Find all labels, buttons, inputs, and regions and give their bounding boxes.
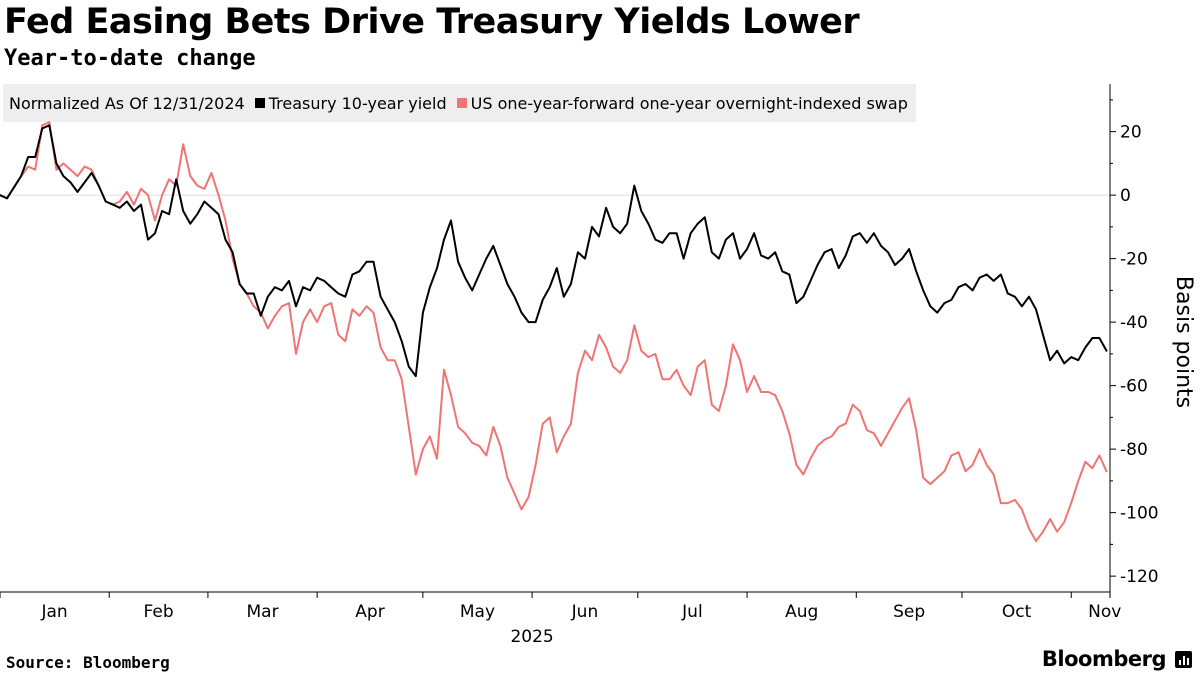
legend-swatch-ois-swap	[456, 98, 467, 108]
chart-subtitle: Year-to-date change	[4, 46, 256, 71]
x-year-label: 2025	[510, 627, 553, 647]
y-axis-title: Basis points	[1171, 276, 1196, 408]
chart-title: Fed Easing Bets Drive Treasury Yields Lo…	[4, 2, 860, 42]
x-tick-label: Feb	[144, 602, 174, 622]
x-tick-label: Apr	[355, 602, 384, 622]
x-tick-label: Mar	[246, 602, 278, 622]
x-tick-label: Aug	[785, 602, 818, 622]
y-tick-label: -120	[1120, 567, 1159, 587]
source-note: Source: Bloomberg	[6, 653, 170, 672]
bloomberg-chart-icon	[1175, 651, 1192, 668]
brand-logo: Bloomberg	[1041, 647, 1167, 671]
x-tick-label: Jan	[41, 602, 68, 622]
x-tick-label: Sep	[893, 602, 925, 622]
legend-normalization-note: Normalized As Of 12/31/2024	[9, 93, 245, 113]
x-tick-label: Jun	[571, 602, 599, 622]
y-tick-label: -40	[1120, 313, 1148, 333]
legend-entry-treasury: Treasury 10-year yield	[254, 93, 447, 113]
series-line-treasury-10y	[0, 124, 1108, 378]
y-tick-label: 20	[1120, 123, 1142, 143]
y-tick-label: -20	[1120, 250, 1148, 270]
y-tick-label: -80	[1120, 440, 1148, 460]
series-line-ois-swap	[0, 121, 1108, 543]
legend-label-treasury: Treasury 10-year yield	[268, 93, 447, 113]
y-tick-label: -60	[1120, 377, 1148, 397]
legend-swatch-treasury	[254, 98, 265, 108]
x-tick-label: May	[460, 602, 495, 622]
x-tick-label: Jul	[681, 602, 703, 622]
x-tick-label: Nov	[1088, 602, 1121, 622]
x-tick-label: Oct	[1002, 602, 1032, 622]
legend: Normalized As Of 12/31/2024 Treasury 10-…	[3, 84, 916, 122]
y-tick-label: -100	[1120, 504, 1159, 524]
y-tick-label: 0	[1120, 186, 1131, 206]
legend-label-ois-swap: US one-year-forward one-year overnight-i…	[470, 93, 908, 113]
legend-entry-ois-swap: US one-year-forward one-year overnight-i…	[456, 93, 908, 113]
